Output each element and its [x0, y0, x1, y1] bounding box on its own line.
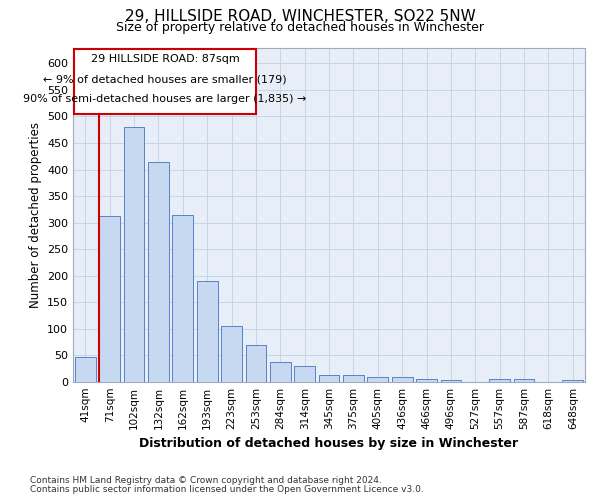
- Bar: [75, 356, 95, 382]
- Text: 29, HILLSIDE ROAD, WINCHESTER, SO22 5NW: 29, HILLSIDE ROAD, WINCHESTER, SO22 5NW: [125, 9, 475, 24]
- Bar: [245, 344, 266, 382]
- Y-axis label: Number of detached properties: Number of detached properties: [29, 122, 41, 308]
- Bar: [392, 378, 413, 382]
- Text: Contains public sector information licensed under the Open Government Licence v3: Contains public sector information licen…: [30, 484, 424, 494]
- Bar: [343, 375, 364, 382]
- Text: 29 HILLSIDE ROAD: 87sqm: 29 HILLSIDE ROAD: 87sqm: [91, 54, 239, 64]
- Bar: [319, 375, 340, 382]
- Bar: [367, 377, 388, 382]
- Text: Contains HM Land Registry data © Crown copyright and database right 2024.: Contains HM Land Registry data © Crown c…: [30, 476, 382, 485]
- Bar: [295, 366, 315, 382]
- Bar: [221, 326, 242, 382]
- X-axis label: Distribution of detached houses by size in Winchester: Distribution of detached houses by size …: [139, 437, 518, 450]
- Bar: [172, 214, 193, 382]
- Bar: [148, 162, 169, 382]
- Bar: [562, 380, 583, 382]
- Bar: [440, 380, 461, 382]
- Bar: [514, 379, 535, 382]
- FancyBboxPatch shape: [74, 48, 256, 114]
- Bar: [416, 379, 437, 382]
- Bar: [490, 379, 510, 382]
- Bar: [270, 362, 290, 382]
- Bar: [124, 127, 145, 382]
- Bar: [197, 281, 218, 382]
- Bar: [100, 216, 120, 382]
- Text: 90% of semi-detached houses are larger (1,835) →: 90% of semi-detached houses are larger (…: [23, 94, 307, 104]
- Text: Size of property relative to detached houses in Winchester: Size of property relative to detached ho…: [116, 21, 484, 34]
- Text: ← 9% of detached houses are smaller (179): ← 9% of detached houses are smaller (179…: [43, 74, 287, 84]
